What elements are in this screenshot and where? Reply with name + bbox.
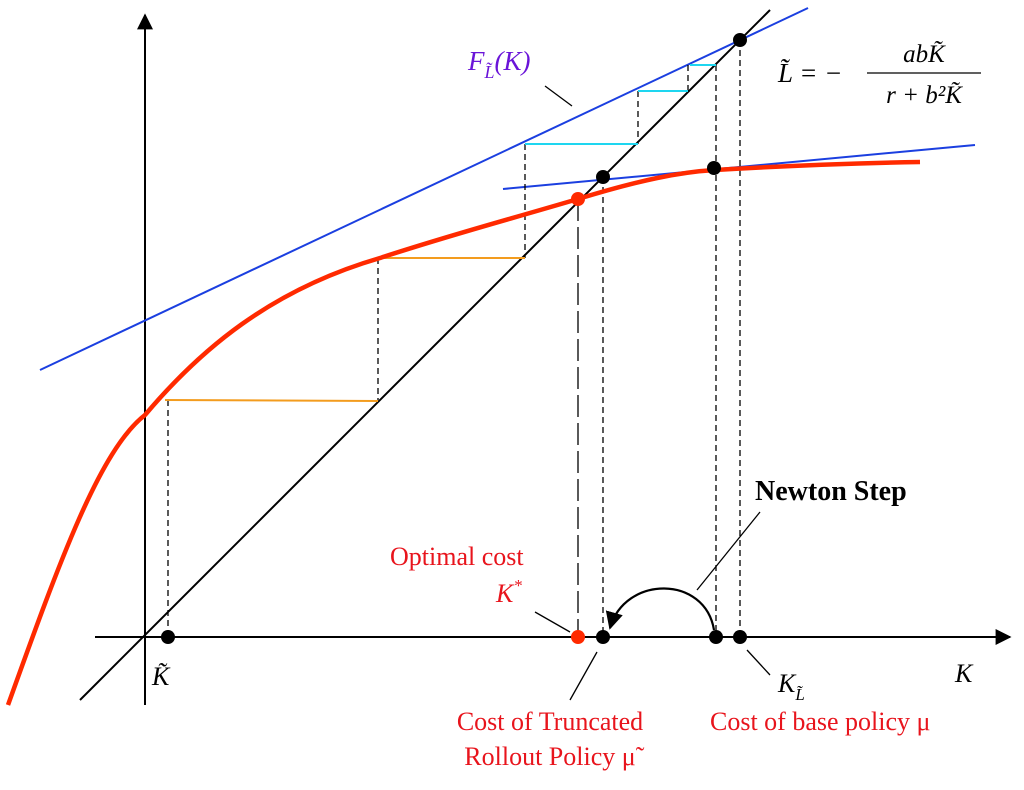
orange-steps <box>164 257 525 402</box>
optimal-cost-label: Optimal cost <box>390 542 524 571</box>
dashed-guides <box>167 40 741 637</box>
formula-denominator: r + b²K̃ <box>886 82 963 109</box>
optimal-point <box>571 192 585 206</box>
k-star-label: K* <box>495 576 522 608</box>
newton-arc <box>605 587 716 631</box>
l-formula: L̃ = − abK̃ r + b²K̃ <box>777 41 981 109</box>
truncated-label: Cost of Truncated <box>457 707 643 736</box>
optimal-axis-point <box>571 630 585 644</box>
points <box>161 33 747 644</box>
formula-lhs: L̃ = − <box>777 58 842 88</box>
k-l-label: KL̃ <box>777 669 805 704</box>
truncated-label: Rollout Policy μ̃ <box>464 742 644 771</box>
k-axis-label: K <box>954 659 974 688</box>
pointers <box>534 85 771 701</box>
cyan-steps <box>525 64 716 145</box>
k-tilde-label: K̃ <box>151 662 171 691</box>
riccati-curve <box>5 159 921 706</box>
diagonal-line <box>79 9 771 701</box>
newton-step-label: Newton Step <box>755 476 907 507</box>
linearization-line <box>39 7 809 371</box>
f-label: FL̃(K) <box>467 46 531 82</box>
formula-numerator: abK̃ <box>903 41 946 68</box>
base-policy-label: Cost of base policy μ <box>710 707 930 736</box>
